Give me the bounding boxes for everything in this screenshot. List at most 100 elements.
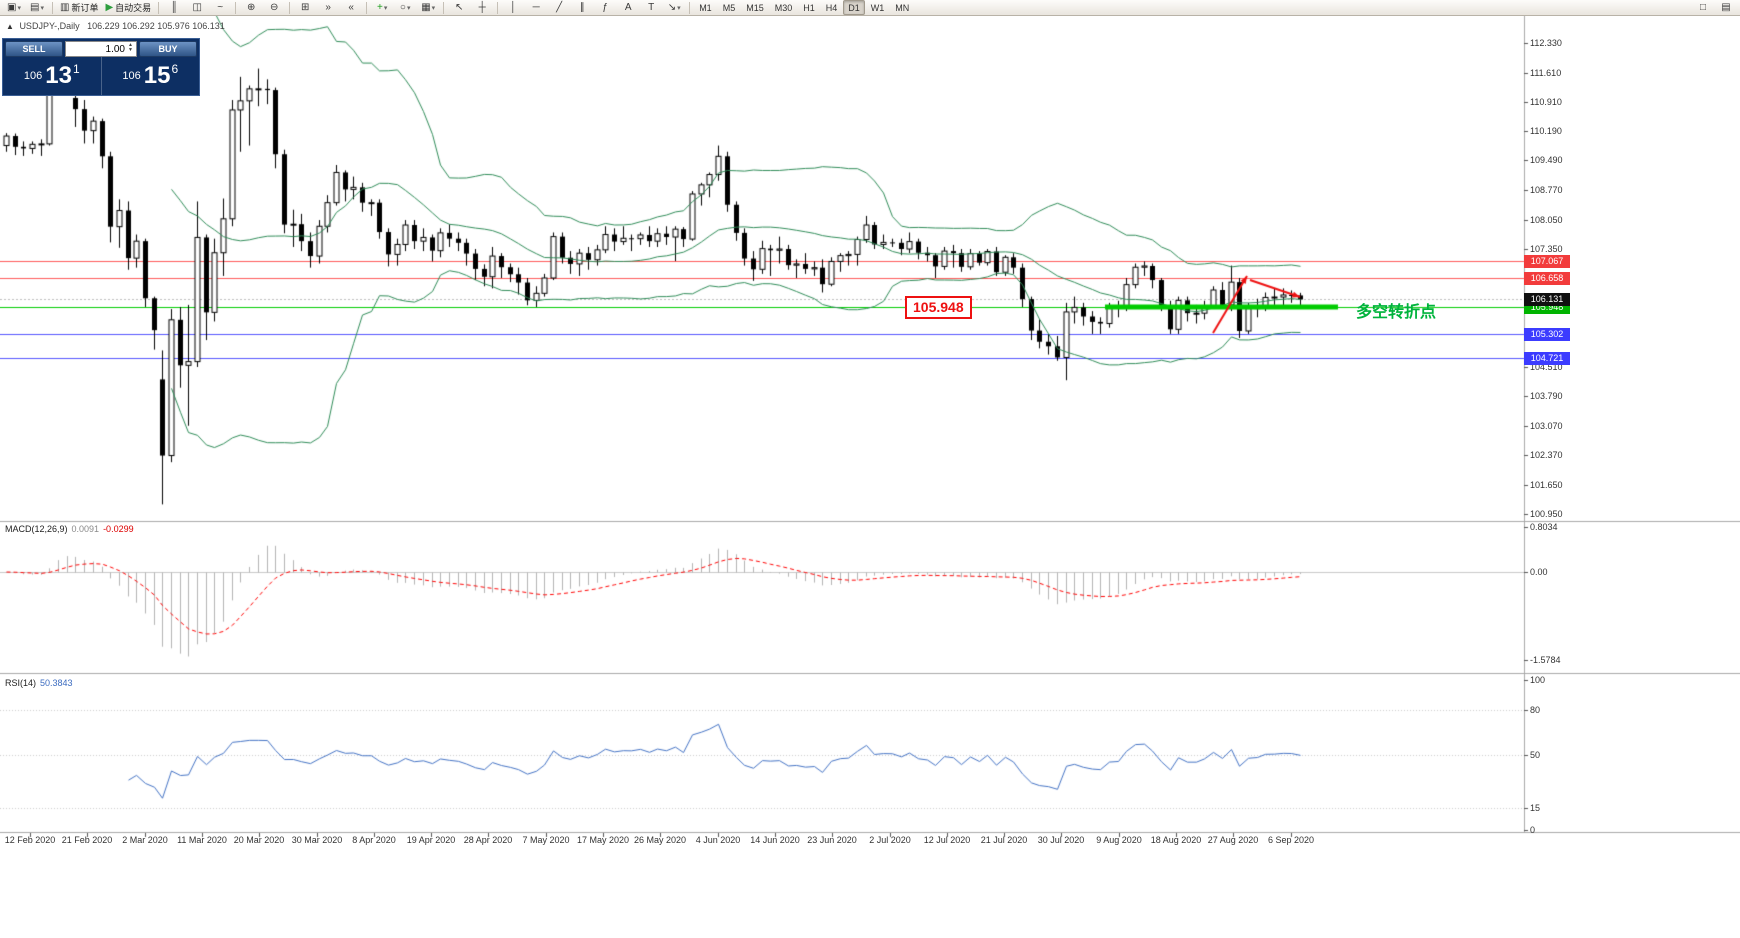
chart-shift-icon[interactable]: « (340, 0, 362, 16)
zoom-out-icon[interactable]: ⊖ (263, 0, 285, 16)
window-list-icon: ▤ (1721, 1, 1731, 13)
autotrading-button: ▶ (105, 1, 114, 13)
toolbar-separator (289, 1, 291, 14)
price-axis-tick: 112.330 (1530, 37, 1562, 48)
rsi-axis-tick: 100 (1530, 675, 1546, 685)
rsi-axis-tick: 15 (1530, 802, 1541, 813)
trendline-icon[interactable]: ╱ (548, 0, 570, 16)
time-axis-label: 21 Feb 2020 (61, 835, 113, 845)
time-axis-label: 12 Jul 2020 (923, 835, 971, 845)
templates-icon[interactable]: ▦ ▾ (417, 0, 439, 16)
timeframe-m15-button[interactable]: M15 (746, 2, 764, 13)
main-toolbar: ▣ ▾ ▤ ▾ ▥ 新订单 ▶ 自动交易 ║ ◫ ~ ⊕ ⊖ ⊞» «+ ▾ ○ ▾ ▦ ▾ ↖ ┼ │ ─ ╱ ∥ ƒ A T ↘ ▾ M1… (0, 0, 1740, 16)
chart-ohlc-values: 106.229 106.292 105.976 106.131 (87, 21, 225, 31)
zoom-in-icon: ⊕ (246, 1, 256, 13)
price-axis-tick: 100.950 (1530, 508, 1563, 519)
sell-price-button[interactable]: 106 13 1 (3, 57, 101, 95)
price-axis-tick: 108.050 (1530, 215, 1563, 226)
buy-button[interactable]: BUY (139, 41, 197, 57)
crosshair-icon: ┼ (478, 1, 486, 13)
time-axis-label: 2 Mar 2020 (122, 835, 168, 845)
new-order-button[interactable]: ▥ 新订单 (57, 0, 101, 16)
chart-canvas[interactable] (0, 16, 1740, 938)
fullscreen-icon[interactable]: □ (1692, 0, 1714, 16)
price-axis-tick: 103.070 (1530, 421, 1563, 432)
price-axis-tick: 101.650 (1530, 479, 1563, 490)
price-axis-badge: 105.302 (1524, 327, 1570, 341)
autotrading-button[interactable]: ▶ 自动交易 (102, 0, 154, 16)
chart-header: ▲ USDJPY-,Daily 106.229 106.292 105.976 … (6, 21, 225, 31)
fibonacci-icon[interactable]: ƒ (594, 0, 616, 16)
timeframe-d1-button[interactable]: D1 (843, 0, 865, 15)
new-chart-icon[interactable]: ▣ ▾ (3, 0, 25, 16)
indicators-icon[interactable]: + ▾ (371, 0, 393, 16)
crosshair-icon[interactable]: ┼ (471, 0, 493, 16)
new-chart-icon: ▣ (7, 1, 17, 13)
sell-button[interactable]: SELL (5, 41, 63, 57)
lot-spinner[interactable]: ▲ ▼ (128, 42, 133, 53)
cursor-icon[interactable]: ↖ (448, 0, 470, 16)
time-axis-label: 30 Jul 2020 (1037, 835, 1085, 845)
toolbar-separator (235, 1, 237, 14)
timeframe-h4-button[interactable]: H4 (825, 2, 838, 13)
timeframe-m30-button[interactable]: M30 (774, 2, 793, 13)
profiles-icon[interactable]: ▤ ▾ (26, 0, 48, 16)
auto-scroll-icon[interactable]: » (317, 0, 339, 16)
macd-indicator-label: MACD(12,26,9) 0.0091 -0.0299 (5, 524, 134, 534)
fullscreen-icon: □ (1699, 1, 1707, 13)
candlestick-chart-icon[interactable]: ◫ (186, 0, 208, 16)
price-axis-tick: 110.190 (1530, 126, 1562, 137)
line-chart-icon[interactable]: ~ (209, 0, 231, 16)
time-axis-label: 27 Aug 2020 (1207, 835, 1259, 845)
rsi-axis-tick: 0 (1530, 825, 1536, 835)
price-axis-tick: 110.910 (1530, 96, 1562, 107)
toolbar-separator (158, 1, 160, 14)
turning-point-annotation[interactable]: 多空转折点 (1356, 304, 1437, 321)
sell-price-big-figure: 106 (23, 70, 43, 82)
vertical-line-icon[interactable]: │ (502, 0, 524, 16)
arrows-icon: ↘ (667, 1, 677, 13)
text-label-icon[interactable]: T (640, 0, 662, 16)
equidistant-channel-icon[interactable]: ∥ (571, 0, 593, 16)
bar-chart-icon[interactable]: ║ (163, 0, 185, 16)
fibonacci-icon: ƒ (602, 1, 608, 13)
window-list-icon[interactable]: ▤ (1715, 0, 1737, 16)
text-icon: A (624, 1, 632, 13)
time-axis-label: 17 May 2020 (576, 835, 630, 845)
price-axis-badge: 104.721 (1524, 351, 1570, 365)
periods-icon[interactable]: ○ ▾ (394, 0, 416, 16)
dropdown-arrow-icon: ▾ (383, 4, 388, 12)
price-axis-tick: 107.350 (1530, 244, 1563, 255)
arrows-icon[interactable]: ↘ ▾ (663, 0, 685, 16)
lot-size-field[interactable]: 1.00 ▲ ▼ (65, 41, 137, 57)
timeframe-m1-button[interactable]: M1 (699, 2, 712, 13)
price-axis-badge: 107.067 (1524, 254, 1570, 268)
tile-windows-icon[interactable]: ⊞ (294, 0, 316, 16)
text-icon[interactable]: A (617, 0, 639, 16)
time-axis-label: 26 May 2020 (633, 835, 687, 845)
time-axis-label: 9 Aug 2020 (1096, 835, 1142, 845)
time-axis-label: 8 Apr 2020 (352, 835, 396, 845)
vertical-line-icon: │ (510, 1, 517, 13)
price-level-annotation[interactable]: 105.948 (905, 296, 972, 319)
price-axis-tick: 111.610 (1530, 67, 1562, 78)
buy-price-button[interactable]: 106 15 6 (100, 57, 200, 95)
chart-title: USDJPY-,Daily (19, 21, 80, 31)
auto-scroll-icon: » (325, 1, 331, 13)
one-click-trading-panel: SELL 1.00 ▲ ▼ BUY 106 13 1 106 15 6 (2, 38, 200, 96)
zoom-in-icon[interactable]: ⊕ (240, 0, 262, 16)
timeframe-m5-button[interactable]: M5 (722, 2, 736, 13)
timeframe-h1-button[interactable]: H1 (803, 2, 815, 13)
time-axis-label: 30 Mar 2020 (291, 835, 343, 845)
one-click-collapse-icon[interactable]: ▲ (6, 22, 14, 31)
price-axis-tick: 102.370 (1530, 450, 1563, 461)
buy-price-big-figure: 106 (122, 70, 141, 82)
horizontal-line-icon[interactable]: ─ (525, 0, 547, 16)
new-order-button: ▥ (60, 1, 70, 13)
timeframe-mn-button[interactable]: MN (895, 2, 910, 13)
templates-icon: ▦ (421, 1, 431, 13)
equidistant-channel-icon: ∥ (579, 1, 585, 13)
autotrading-button-label: 自动交易 (115, 3, 152, 13)
macd-axis-tick: 0.8034 (1530, 522, 1558, 532)
timeframe-w1-button[interactable]: W1 (870, 2, 885, 13)
